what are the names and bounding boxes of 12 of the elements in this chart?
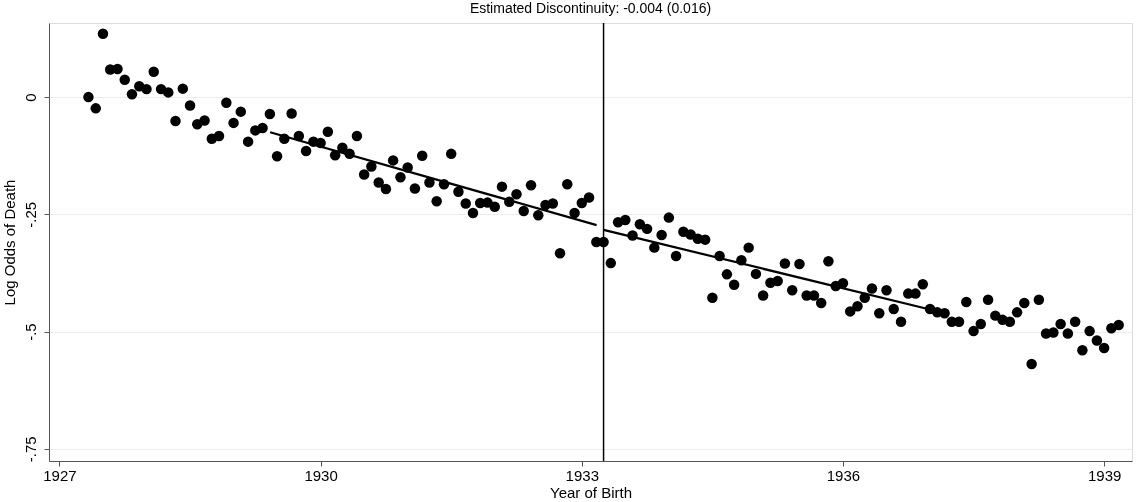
x-tick-label: 1936 — [826, 466, 861, 484]
y-tick-label: 0 — [21, 93, 39, 102]
x-tick-label: 1939 — [1087, 466, 1122, 484]
x-axis-title: Year of Birth — [550, 483, 632, 501]
x-tick-label: 1930 — [304, 466, 338, 484]
y-tick-label: -.25 — [21, 201, 39, 228]
y-tick-label: -.5 — [21, 323, 39, 341]
x-tick-label: 1933 — [565, 466, 599, 484]
x-tick-label: 1927 — [43, 466, 77, 484]
y-axis-title: Log Odds of Death — [0, 179, 18, 306]
y-tick-label: -.75 — [21, 436, 39, 463]
chart-title: Estimated Discontinuity: -0.004 (0.016) — [469, 0, 712, 17]
